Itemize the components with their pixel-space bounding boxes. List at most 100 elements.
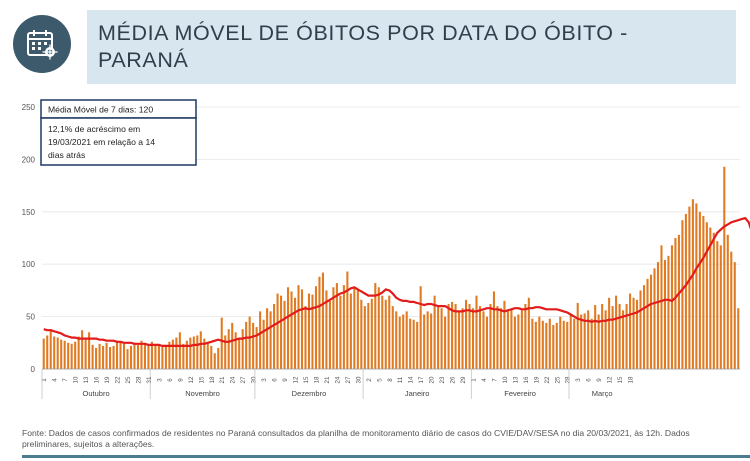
bottom-divider <box>22 455 750 458</box>
death-bar <box>590 318 593 369</box>
x-tick-label: 9 <box>282 378 289 382</box>
y-tick-label: 0 <box>31 365 36 374</box>
death-bar <box>349 293 352 369</box>
death-bar <box>482 311 485 369</box>
death-bar <box>136 344 140 369</box>
x-tick-label: 19 <box>533 376 540 383</box>
death-bar <box>461 308 464 369</box>
x-tick-label: 30 <box>355 376 362 383</box>
death-bar <box>646 278 649 369</box>
death-bar <box>84 339 87 369</box>
death-bar <box>437 306 440 369</box>
death-bar <box>716 241 719 369</box>
death-bar <box>458 311 461 369</box>
month-label: Novembro <box>185 389 220 398</box>
death-bar <box>133 342 136 369</box>
death-bar <box>367 302 370 369</box>
annotation-line-1: Média Móvel de 7 dias: 120 <box>48 105 153 115</box>
death-bar <box>196 335 199 369</box>
chart-bars <box>42 166 740 369</box>
x-tick-label: 28 <box>135 376 142 383</box>
death-bar <box>325 290 328 369</box>
death-bar <box>74 341 77 369</box>
y-tick-label: 150 <box>22 208 36 217</box>
death-bar <box>161 346 164 369</box>
death-bar <box>266 308 269 369</box>
death-bar <box>346 271 349 369</box>
death-bar <box>409 318 412 369</box>
death-bar <box>705 222 708 369</box>
death-bar <box>405 311 408 369</box>
death-bar <box>426 311 429 369</box>
death-bar <box>126 349 129 369</box>
death-bar <box>464 299 468 369</box>
death-bar <box>122 343 126 369</box>
annotation-box: Média Móvel de 7 dias: 120 12,1% de acré… <box>40 99 197 166</box>
death-bar <box>506 311 509 369</box>
death-bar <box>601 304 604 369</box>
death-bar <box>273 304 276 369</box>
death-bar <box>447 304 450 369</box>
death-bar <box>534 321 537 369</box>
annotation-line-2: 12,1% de acréscimo em <box>48 124 140 134</box>
x-tick-label: 12 <box>293 376 300 383</box>
death-bar <box>391 306 394 369</box>
death-bar <box>102 345 105 369</box>
death-bar <box>576 302 579 369</box>
death-bar <box>412 319 415 369</box>
x-tick-label: 13 <box>83 376 90 383</box>
death-bar <box>192 336 195 369</box>
death-bar <box>147 345 150 369</box>
death-bar <box>119 341 122 369</box>
death-bar <box>245 321 248 369</box>
death-bar <box>709 227 712 369</box>
x-tick-label: 18 <box>209 376 216 383</box>
x-tick-label: 25 <box>554 376 561 383</box>
death-bar <box>489 304 492 369</box>
death-bar <box>70 343 73 369</box>
death-bar <box>688 206 691 369</box>
x-tick-label: 4 <box>481 378 488 382</box>
death-bar <box>115 340 119 369</box>
x-tick-label: 21 <box>219 376 226 383</box>
death-bar <box>562 320 565 369</box>
y-tick-label: 200 <box>22 155 36 164</box>
death-bar <box>238 337 241 369</box>
death-bar <box>454 304 457 369</box>
death-bar <box>175 337 178 369</box>
death-bar <box>157 343 160 369</box>
death-bar <box>363 306 366 369</box>
x-tick-label: 7 <box>491 378 498 382</box>
death-bar <box>81 330 84 369</box>
title-banner: MÉDIA MÓVEL DE ÓBITOS POR DATA DO ÓBITO … <box>87 10 736 84</box>
month-label: Outubro <box>83 389 110 398</box>
x-tick-label: 3 <box>156 378 163 382</box>
x-tick-label: 24 <box>334 376 341 383</box>
death-bar <box>667 255 670 369</box>
death-bar <box>252 322 255 369</box>
death-bar <box>416 321 419 369</box>
death-bar <box>649 274 653 369</box>
death-bar <box>733 262 736 369</box>
death-bar <box>587 310 590 369</box>
death-bar <box>573 318 576 369</box>
month-label: Dezembro <box>292 389 327 398</box>
death-bar <box>56 337 59 369</box>
death-bar <box>88 332 91 369</box>
death-bar <box>206 342 209 369</box>
death-bar <box>283 300 286 369</box>
death-bar <box>297 285 300 369</box>
death-bar <box>444 316 447 369</box>
death-bar <box>451 301 454 369</box>
x-tick-label: 30 <box>251 376 258 383</box>
x-tick-label: 16 <box>94 376 101 383</box>
death-bar <box>91 344 94 369</box>
death-bar <box>541 320 544 369</box>
death-bar <box>227 329 230 369</box>
death-bar <box>255 327 258 369</box>
x-tick-label: 5 <box>376 378 383 382</box>
death-bar <box>339 295 342 369</box>
death-bar <box>328 300 331 369</box>
death-bar <box>189 337 192 369</box>
death-bar <box>531 318 534 369</box>
